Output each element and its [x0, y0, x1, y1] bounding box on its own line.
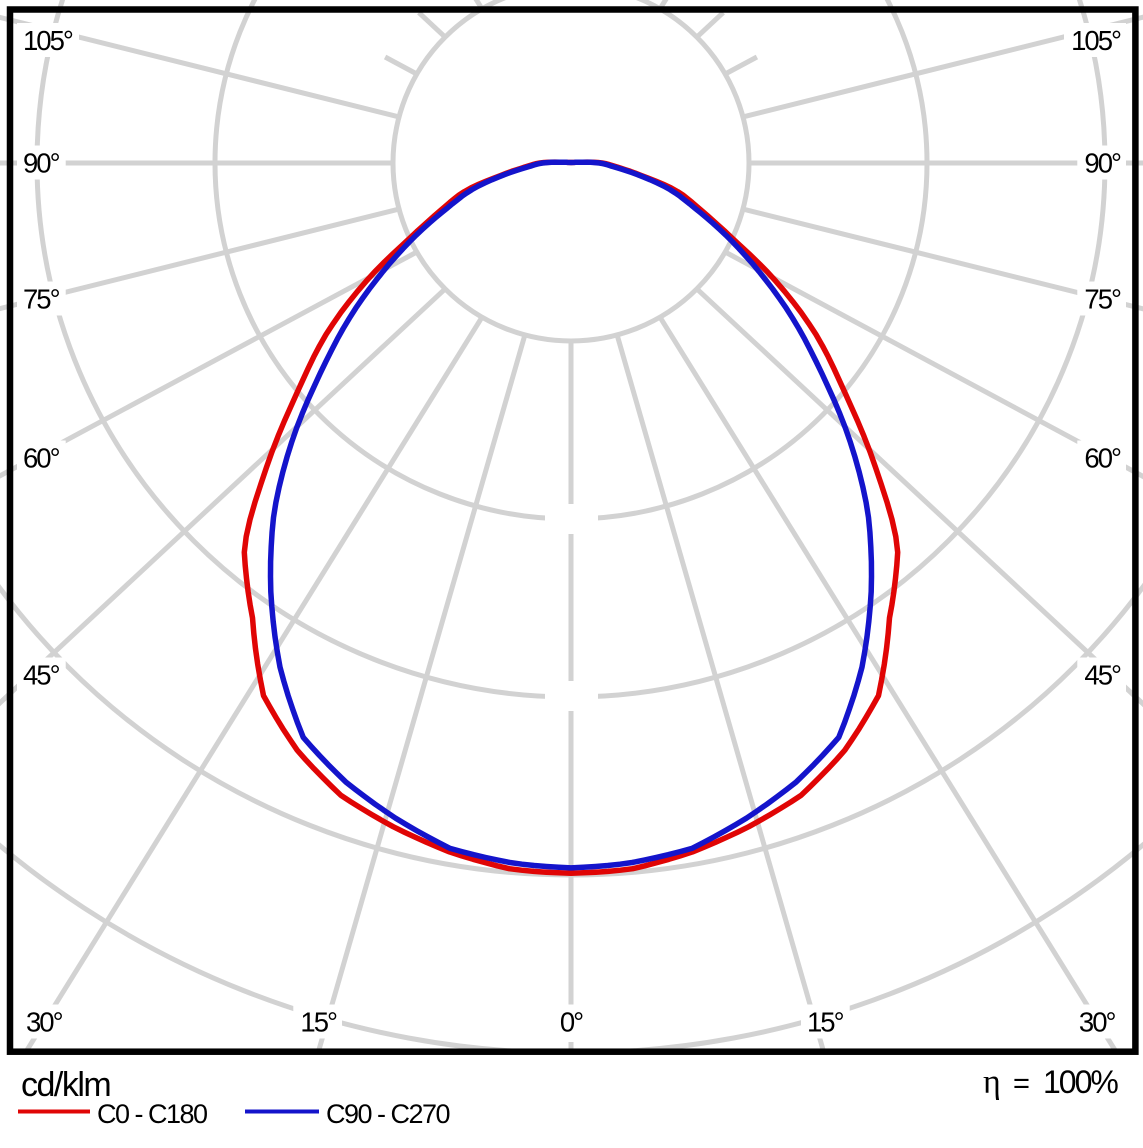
svg-text:75°: 75° [23, 284, 60, 315]
svg-text:60°: 60° [1084, 443, 1121, 474]
svg-text:C90 - C270: C90 - C270 [326, 1099, 450, 1129]
svg-text:90°: 90° [23, 148, 60, 179]
svg-text:60°: 60° [23, 443, 60, 474]
svg-text:105°: 105° [1071, 25, 1121, 56]
svg-text:η=100%: η = 100% [983, 1064, 1118, 1101]
svg-text:45°: 45° [23, 660, 60, 691]
svg-text:30°: 30° [26, 1007, 63, 1038]
svg-text:105°: 105° [23, 25, 73, 56]
svg-text:0°: 0° [560, 1007, 583, 1038]
svg-text:15°: 15° [807, 1007, 844, 1038]
svg-text:30°: 30° [1079, 1007, 1116, 1038]
svg-text:90°: 90° [1084, 148, 1121, 179]
svg-text:15°: 15° [300, 1007, 337, 1038]
svg-text:C0 - C180: C0 - C180 [97, 1099, 207, 1129]
svg-text:cd/klm: cd/klm [21, 1066, 110, 1104]
svg-text:45°: 45° [1084, 660, 1121, 691]
svg-text:75°: 75° [1084, 284, 1121, 315]
